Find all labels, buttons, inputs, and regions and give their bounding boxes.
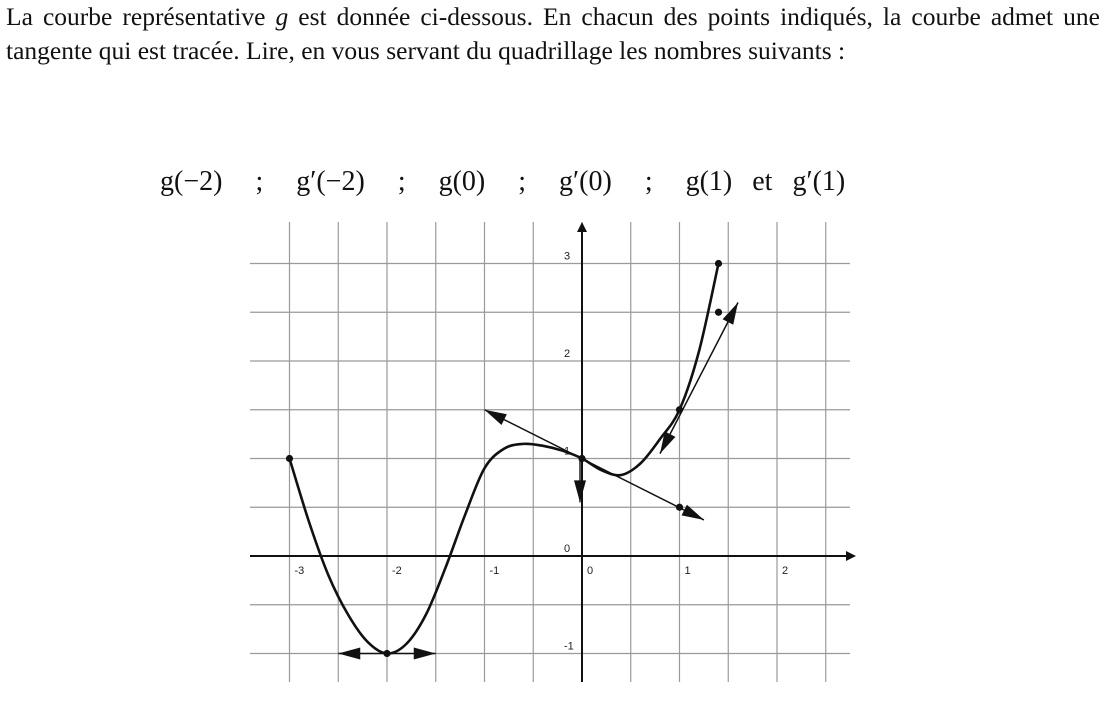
term-g-minus2: g(−2): [160, 166, 223, 197]
x-tick-label: 1: [685, 565, 691, 577]
term-gprime-0: g′(0): [559, 166, 612, 197]
separator: ;: [644, 166, 653, 197]
marked-point: [675, 406, 684, 414]
x-tick-label: 0: [587, 565, 593, 577]
tangent-arrowhead: [660, 431, 676, 454]
question-text-part1: La courbe représentative: [6, 2, 276, 31]
marked-point: [714, 308, 723, 316]
tangent-arrowhead: [413, 647, 436, 660]
grid: [250, 222, 850, 682]
term-gprime-1: g′(1): [792, 166, 846, 197]
x-axis-arrow: [846, 551, 856, 561]
marked-point: [675, 503, 684, 511]
tangent-arrowhead: [484, 409, 507, 425]
marked-point: [383, 649, 391, 658]
conjunction: et: [752, 166, 773, 197]
x-tick-label: 2: [782, 565, 788, 577]
tangent-arrowhead: [681, 504, 704, 520]
marked-point: [714, 259, 723, 268]
tangent-arrowhead: [722, 302, 738, 325]
axes: [250, 222, 856, 682]
curve-layer: [288, 263, 720, 655]
tangents: [338, 302, 739, 660]
function-curve: [288, 263, 720, 655]
marked-points: [285, 259, 723, 658]
y-tick-label: -1: [564, 641, 574, 653]
marked-point: [285, 454, 294, 463]
question-text: La courbe représentative g est donnée ci…: [6, 0, 1100, 68]
separator: ;: [255, 166, 264, 197]
question-text-part2: est donnée ci-dessous. En chacun des poi…: [6, 2, 1100, 65]
requested-values: g(−2); g′(−2); g(0); g′(0); g(1) et g′(1): [160, 165, 845, 199]
tangent-line: [484, 409, 705, 521]
marked-point: [578, 454, 586, 463]
separator: ;: [518, 166, 527, 197]
function-name: g: [275, 2, 289, 31]
term-g-0: g(0): [438, 166, 486, 197]
y-tick-label: 0: [564, 543, 570, 555]
x-tick-label: -1: [490, 565, 500, 577]
y-tick-label: 2: [564, 348, 570, 360]
tangent-arrowhead: [338, 647, 361, 660]
y-axis-arrow: [577, 222, 587, 232]
tangent-line: [659, 302, 739, 454]
term-g-1: g(1): [685, 166, 733, 197]
term-gprime-minus2: g′(−2): [296, 166, 365, 197]
vertical-arrowhead: [574, 480, 586, 503]
separator: ;: [397, 166, 406, 197]
x-tick-label: -3: [295, 565, 305, 577]
y-tick-label: 3: [564, 251, 570, 263]
x-tick-label: -2: [392, 565, 402, 577]
